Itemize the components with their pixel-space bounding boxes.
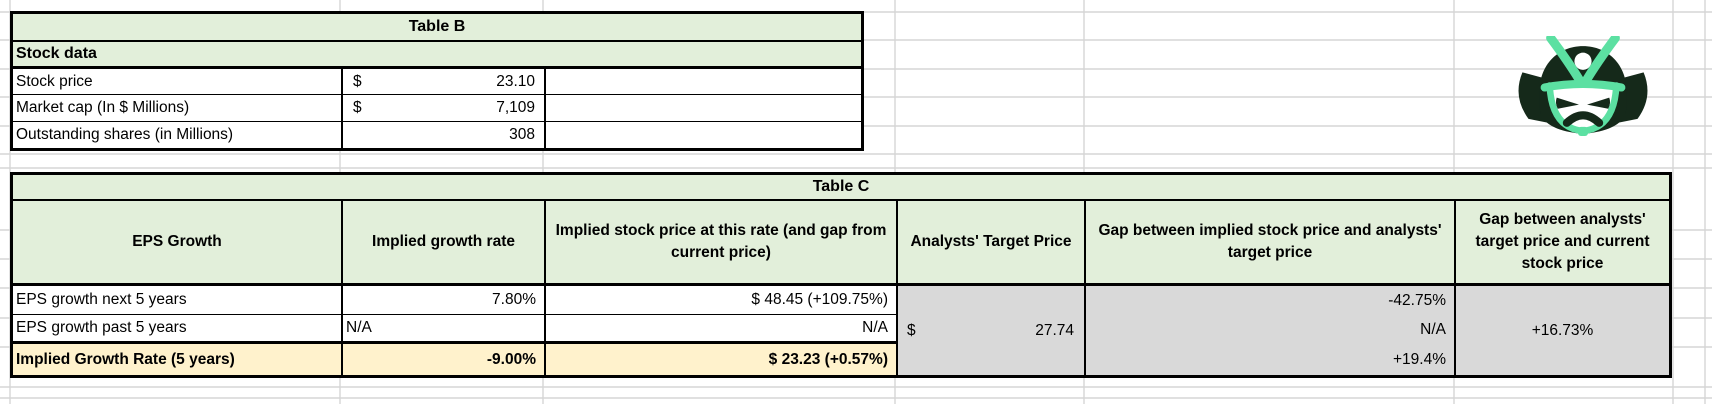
table-row: Market cap (In $ Millions) $ 7,109 — [13, 95, 861, 122]
cell-eps-next-5y-implied-price[interactable]: $ 48.45 (+109.75%) — [546, 286, 898, 315]
header-implied-growth-rate[interactable]: Implied growth rate — [343, 201, 546, 286]
cell-market-cap-label[interactable]: Market cap (In $ Millions) — [13, 95, 343, 121]
cell-eps-past-5y-rate[interactable]: N/A — [343, 315, 546, 344]
outstanding-shares-value: 308 — [509, 126, 535, 143]
cell-implied-growth-rate-label[interactable]: Implied Growth Rate (5 years) — [13, 344, 343, 375]
chin-guard — [1577, 126, 1589, 136]
cell-eps-past-5y-implied-price[interactable]: N/A — [546, 315, 898, 344]
right-eye — [1587, 97, 1611, 109]
samurai-helmet-logo — [1518, 36, 1648, 136]
cell-gap-implied-growth[interactable]: +19.4% — [1392, 350, 1446, 368]
header-implied-stock-price[interactable]: Implied stock price at this rate (and ga… — [546, 201, 898, 286]
table-row: Stock price $ 23.10 — [13, 69, 861, 95]
table-b-title: Table B — [13, 14, 861, 42]
cell-eps-next-5y-rate[interactable]: 7.80% — [343, 286, 546, 315]
currency-symbol: $ — [907, 321, 916, 339]
cell-implied-growth-implied-price[interactable]: $ 23.23 (+0.57%) — [546, 344, 898, 375]
empty-cell[interactable] — [546, 122, 861, 148]
stock-price-value: 23.10 — [496, 72, 535, 90]
header-gap-implied-vs-target[interactable]: Gap between implied stock price and anal… — [1086, 201, 1456, 286]
column-gap-implied-vs-target: -42.75% N/A +19.4% — [1086, 286, 1456, 375]
table-b-section-header[interactable]: Stock data — [13, 42, 861, 69]
helmet-brim — [1540, 79, 1626, 92]
crest-left-horn — [1546, 36, 1586, 88]
table-c: Table C EPS Growth Implied growth rate I… — [10, 172, 1672, 378]
analysts-target-price-value: 27.74 — [1035, 321, 1074, 339]
cell-eps-next-5y-label[interactable]: EPS growth next 5 years — [13, 286, 343, 315]
cell-gap-target-vs-current[interactable]: +16.73% — [1456, 286, 1669, 375]
cell-eps-past-5y-label[interactable]: EPS growth past 5 years — [13, 315, 343, 344]
helmet-topknot — [1574, 52, 1592, 70]
currency-symbol: $ — [353, 99, 362, 116]
header-analysts-target-price[interactable]: Analysts' Target Price — [898, 201, 1086, 286]
table-b: Table B Stock data Stock price $ 23.10 M… — [10, 11, 864, 151]
table-c-title: Table C — [13, 175, 1669, 201]
cell-outstanding-shares-label[interactable]: Outstanding shares (in Millions) — [13, 122, 343, 148]
crest-right-horn — [1580, 36, 1620, 88]
mustache — [1562, 111, 1604, 127]
left-eye — [1555, 97, 1579, 109]
cell-outstanding-shares-value[interactable]: 308 — [343, 122, 546, 148]
cell-stock-price-value[interactable]: $ 23.10 — [343, 69, 546, 94]
currency-symbol: $ — [353, 72, 362, 90]
empty-cell[interactable] — [546, 69, 861, 94]
cell-implied-growth-rate-value[interactable]: -9.00% — [343, 344, 546, 375]
header-gap-target-vs-current[interactable]: Gap between analysts' target price and c… — [1456, 201, 1669, 286]
market-cap-value: 7,109 — [496, 99, 535, 116]
empty-cell[interactable] — [546, 95, 861, 121]
table-row: Outstanding shares (in Millions) 308 — [13, 122, 861, 148]
cell-stock-price-label[interactable]: Stock price — [13, 69, 343, 94]
cell-analysts-target-price[interactable]: $ 27.74 — [898, 286, 1086, 375]
cell-gap-next-5y[interactable]: -42.75% — [1388, 291, 1446, 309]
cell-market-cap-value[interactable]: $ 7,109 — [343, 95, 546, 121]
header-eps-growth[interactable]: EPS Growth — [13, 201, 343, 286]
cell-gap-past-5y[interactable]: N/A — [1420, 320, 1446, 338]
